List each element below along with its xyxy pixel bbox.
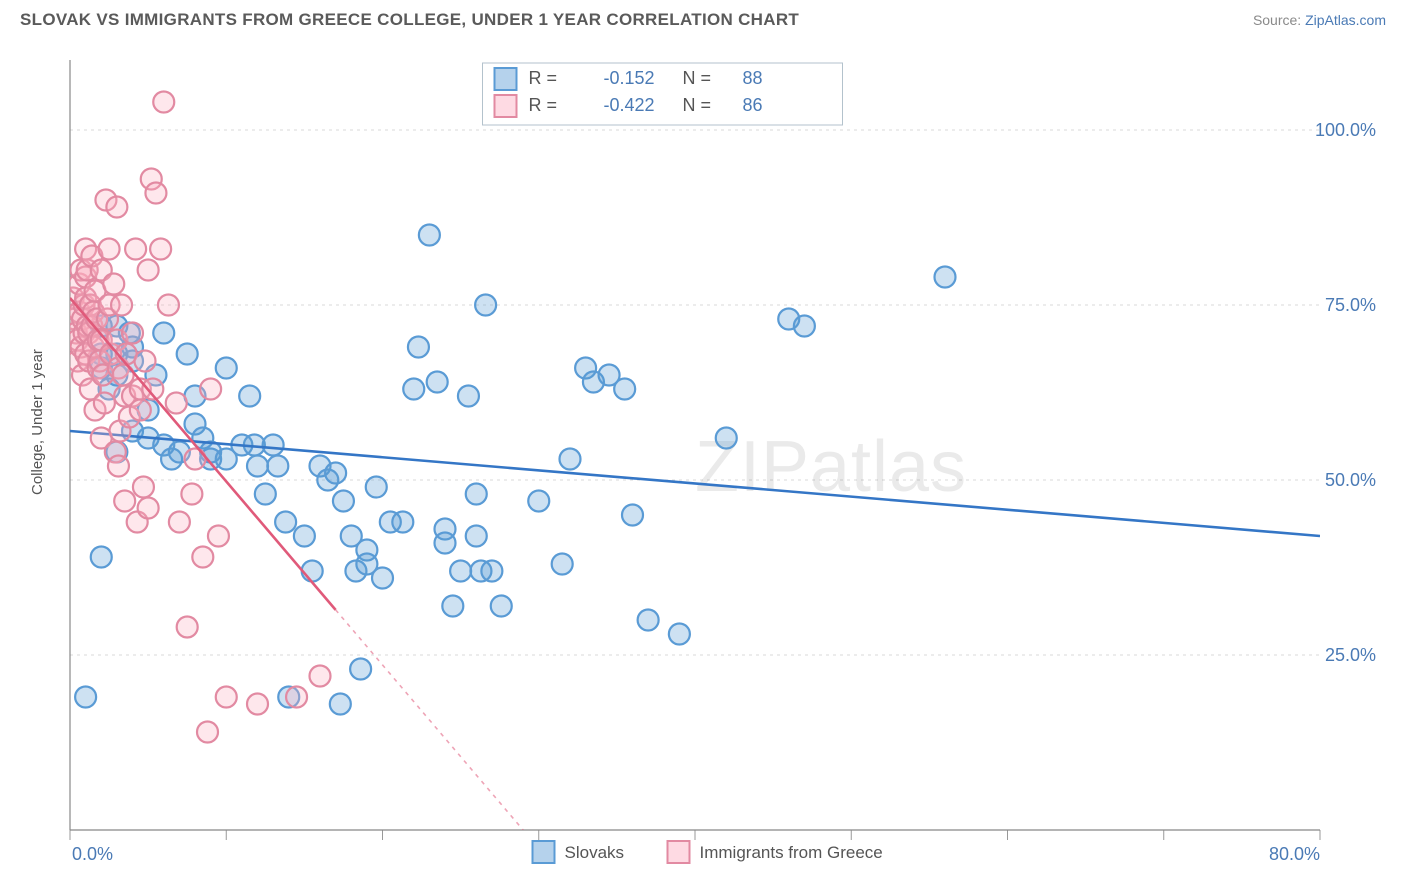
svg-text:-0.152: -0.152 bbox=[603, 68, 654, 88]
svg-text:50.0%: 50.0% bbox=[1325, 470, 1376, 490]
svg-text:0.0%: 0.0% bbox=[72, 844, 113, 864]
source-link[interactable]: ZipAtlas.com bbox=[1305, 12, 1386, 28]
svg-text:88: 88 bbox=[742, 68, 762, 88]
svg-text:25.0%: 25.0% bbox=[1325, 645, 1376, 665]
svg-text:80.0%: 80.0% bbox=[1269, 844, 1320, 864]
header: SLOVAK VS IMMIGRANTS FROM GREECE COLLEGE… bbox=[0, 0, 1406, 36]
svg-text:R =: R = bbox=[529, 95, 558, 115]
svg-text:86: 86 bbox=[742, 95, 762, 115]
svg-text:R =: R = bbox=[529, 68, 558, 88]
chart-container: 25.0% 50.0% 75.0% 100.0% 0.0% 80.0% College, U… bbox=[20, 40, 1386, 882]
source-prefix: Source: bbox=[1253, 12, 1305, 28]
svg-text:75.0%: 75.0% bbox=[1325, 295, 1376, 315]
chart-title: SLOVAK VS IMMIGRANTS FROM GREECE COLLEGE… bbox=[20, 10, 799, 30]
svg-text:100.0%: 100.0% bbox=[1315, 120, 1376, 140]
svg-text:College, Under 1 year: College, Under 1 year bbox=[29, 349, 46, 495]
svg-text:Immigrants from Greece: Immigrants from Greece bbox=[700, 843, 883, 862]
svg-text:Slovaks: Slovaks bbox=[565, 843, 625, 862]
svg-text:-0.422: -0.422 bbox=[603, 95, 654, 115]
svg-text:N =: N = bbox=[683, 95, 712, 115]
svg-text:N =: N = bbox=[683, 68, 712, 88]
scatter-chart: 25.0% 50.0% 75.0% 100.0% 0.0% 80.0% College, U… bbox=[20, 40, 1386, 882]
source-attribution: Source: ZipAtlas.com bbox=[1253, 12, 1386, 28]
